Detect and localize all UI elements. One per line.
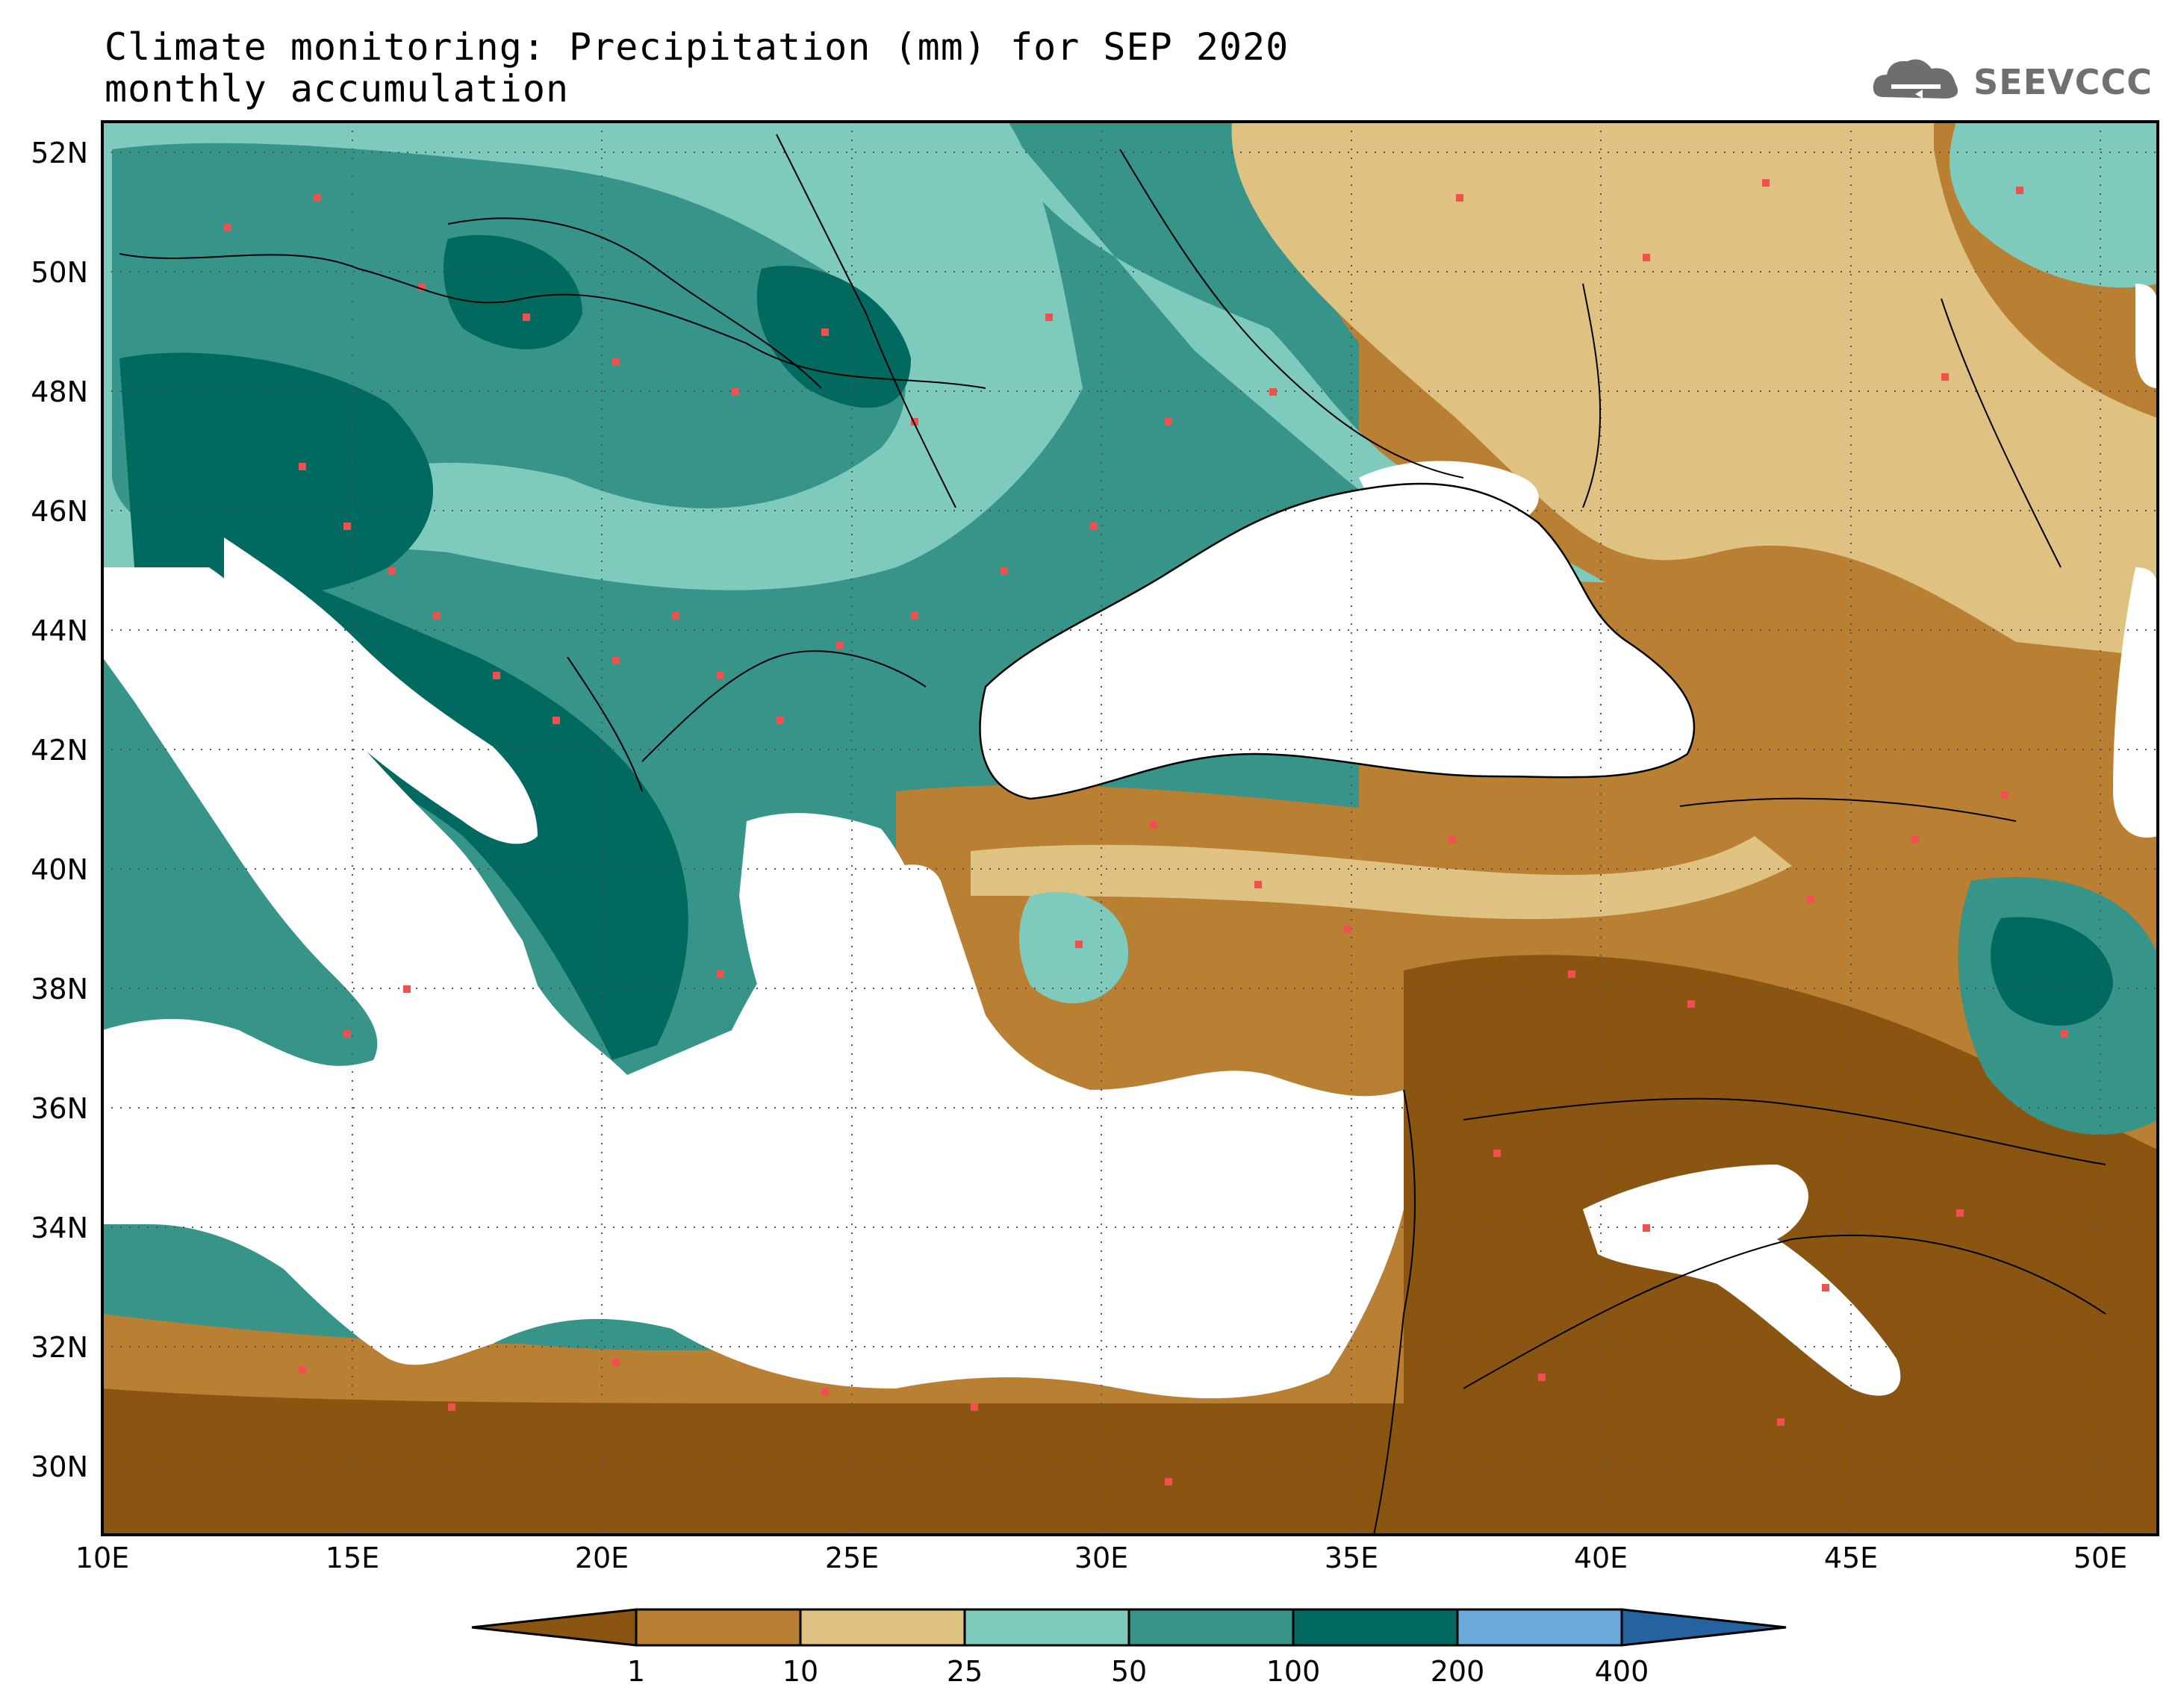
lon-tick-label: 35E xyxy=(1325,1542,1378,1574)
colorbar-label: 200 xyxy=(1431,1655,1485,1688)
lat-tick-label: 30N xyxy=(31,1450,88,1483)
cloud-icon xyxy=(1873,59,1958,99)
lat-tick-label: 48N xyxy=(31,375,88,408)
colorbar: 1 10 25 50 100 200 400 xyxy=(471,1608,1787,1688)
map-title: Climate monitoring: Precipitation (mm) f… xyxy=(105,25,1289,69)
lon-tick-label: 20E xyxy=(575,1542,629,1574)
lat-tick-label: 42N xyxy=(31,734,88,767)
map-field xyxy=(102,122,2158,1535)
lat-tick-label: 34N xyxy=(31,1212,88,1244)
station-markers xyxy=(224,179,2068,1486)
colorbar-label: 1 xyxy=(627,1655,645,1688)
map-frame xyxy=(101,120,2159,1536)
map-subtitle: monthly accumulation xyxy=(105,67,570,110)
colorbar-swatch xyxy=(1292,1608,1459,1647)
colorbar-label: 25 xyxy=(947,1655,983,1688)
lat-tick-label: 44N xyxy=(31,614,88,647)
colorbar-label: 10 xyxy=(782,1655,818,1688)
lon-tick-label: 30E xyxy=(1074,1542,1128,1574)
lat-tick-label: 36N xyxy=(31,1092,88,1125)
colorbar-swatch xyxy=(963,1608,1130,1647)
lon-tick-label: 50E xyxy=(2073,1542,2127,1574)
lat-tick-label: 38N xyxy=(31,973,88,1006)
seevccc-logo: SEEVCCC xyxy=(1869,52,2153,112)
colorbar-low-arrow xyxy=(471,1608,638,1647)
logo-text: SEEVCCC xyxy=(1973,62,2153,102)
colorbar-swatch xyxy=(799,1608,966,1647)
colorbar-label: 400 xyxy=(1595,1655,1649,1688)
lat-tick-label: 50N xyxy=(31,256,88,289)
lat-tick-label: 32N xyxy=(31,1331,88,1364)
colorbar-swatch xyxy=(635,1608,802,1647)
lon-tick-label: 40E xyxy=(1574,1542,1628,1574)
lat-axis: 52N 50N 48N 46N 44N 42N 40N 38N 36N 34N … xyxy=(31,137,88,1483)
lon-tick-label: 10E xyxy=(75,1542,129,1574)
colorbar-swatch xyxy=(1127,1608,1295,1647)
lon-tick-label: 15E xyxy=(326,1542,379,1574)
colorbar-swatch xyxy=(1456,1608,1623,1647)
borders xyxy=(119,134,2106,1535)
lat-tick-label: 46N xyxy=(31,495,88,528)
lon-axis: 10E 15E 20E 25E 30E 35E 40E 45E 50E xyxy=(75,1542,2127,1574)
colorbar-label: 50 xyxy=(1111,1655,1147,1688)
lat-tick-label: 40N xyxy=(31,853,88,886)
colorbar-label: 100 xyxy=(1266,1655,1321,1688)
colorbar-high-arrow xyxy=(1620,1608,1787,1647)
lat-tick-label: 52N xyxy=(31,137,88,169)
lon-tick-label: 45E xyxy=(1824,1542,1878,1574)
coastlines xyxy=(979,482,1696,800)
lon-tick-label: 25E xyxy=(825,1542,879,1574)
